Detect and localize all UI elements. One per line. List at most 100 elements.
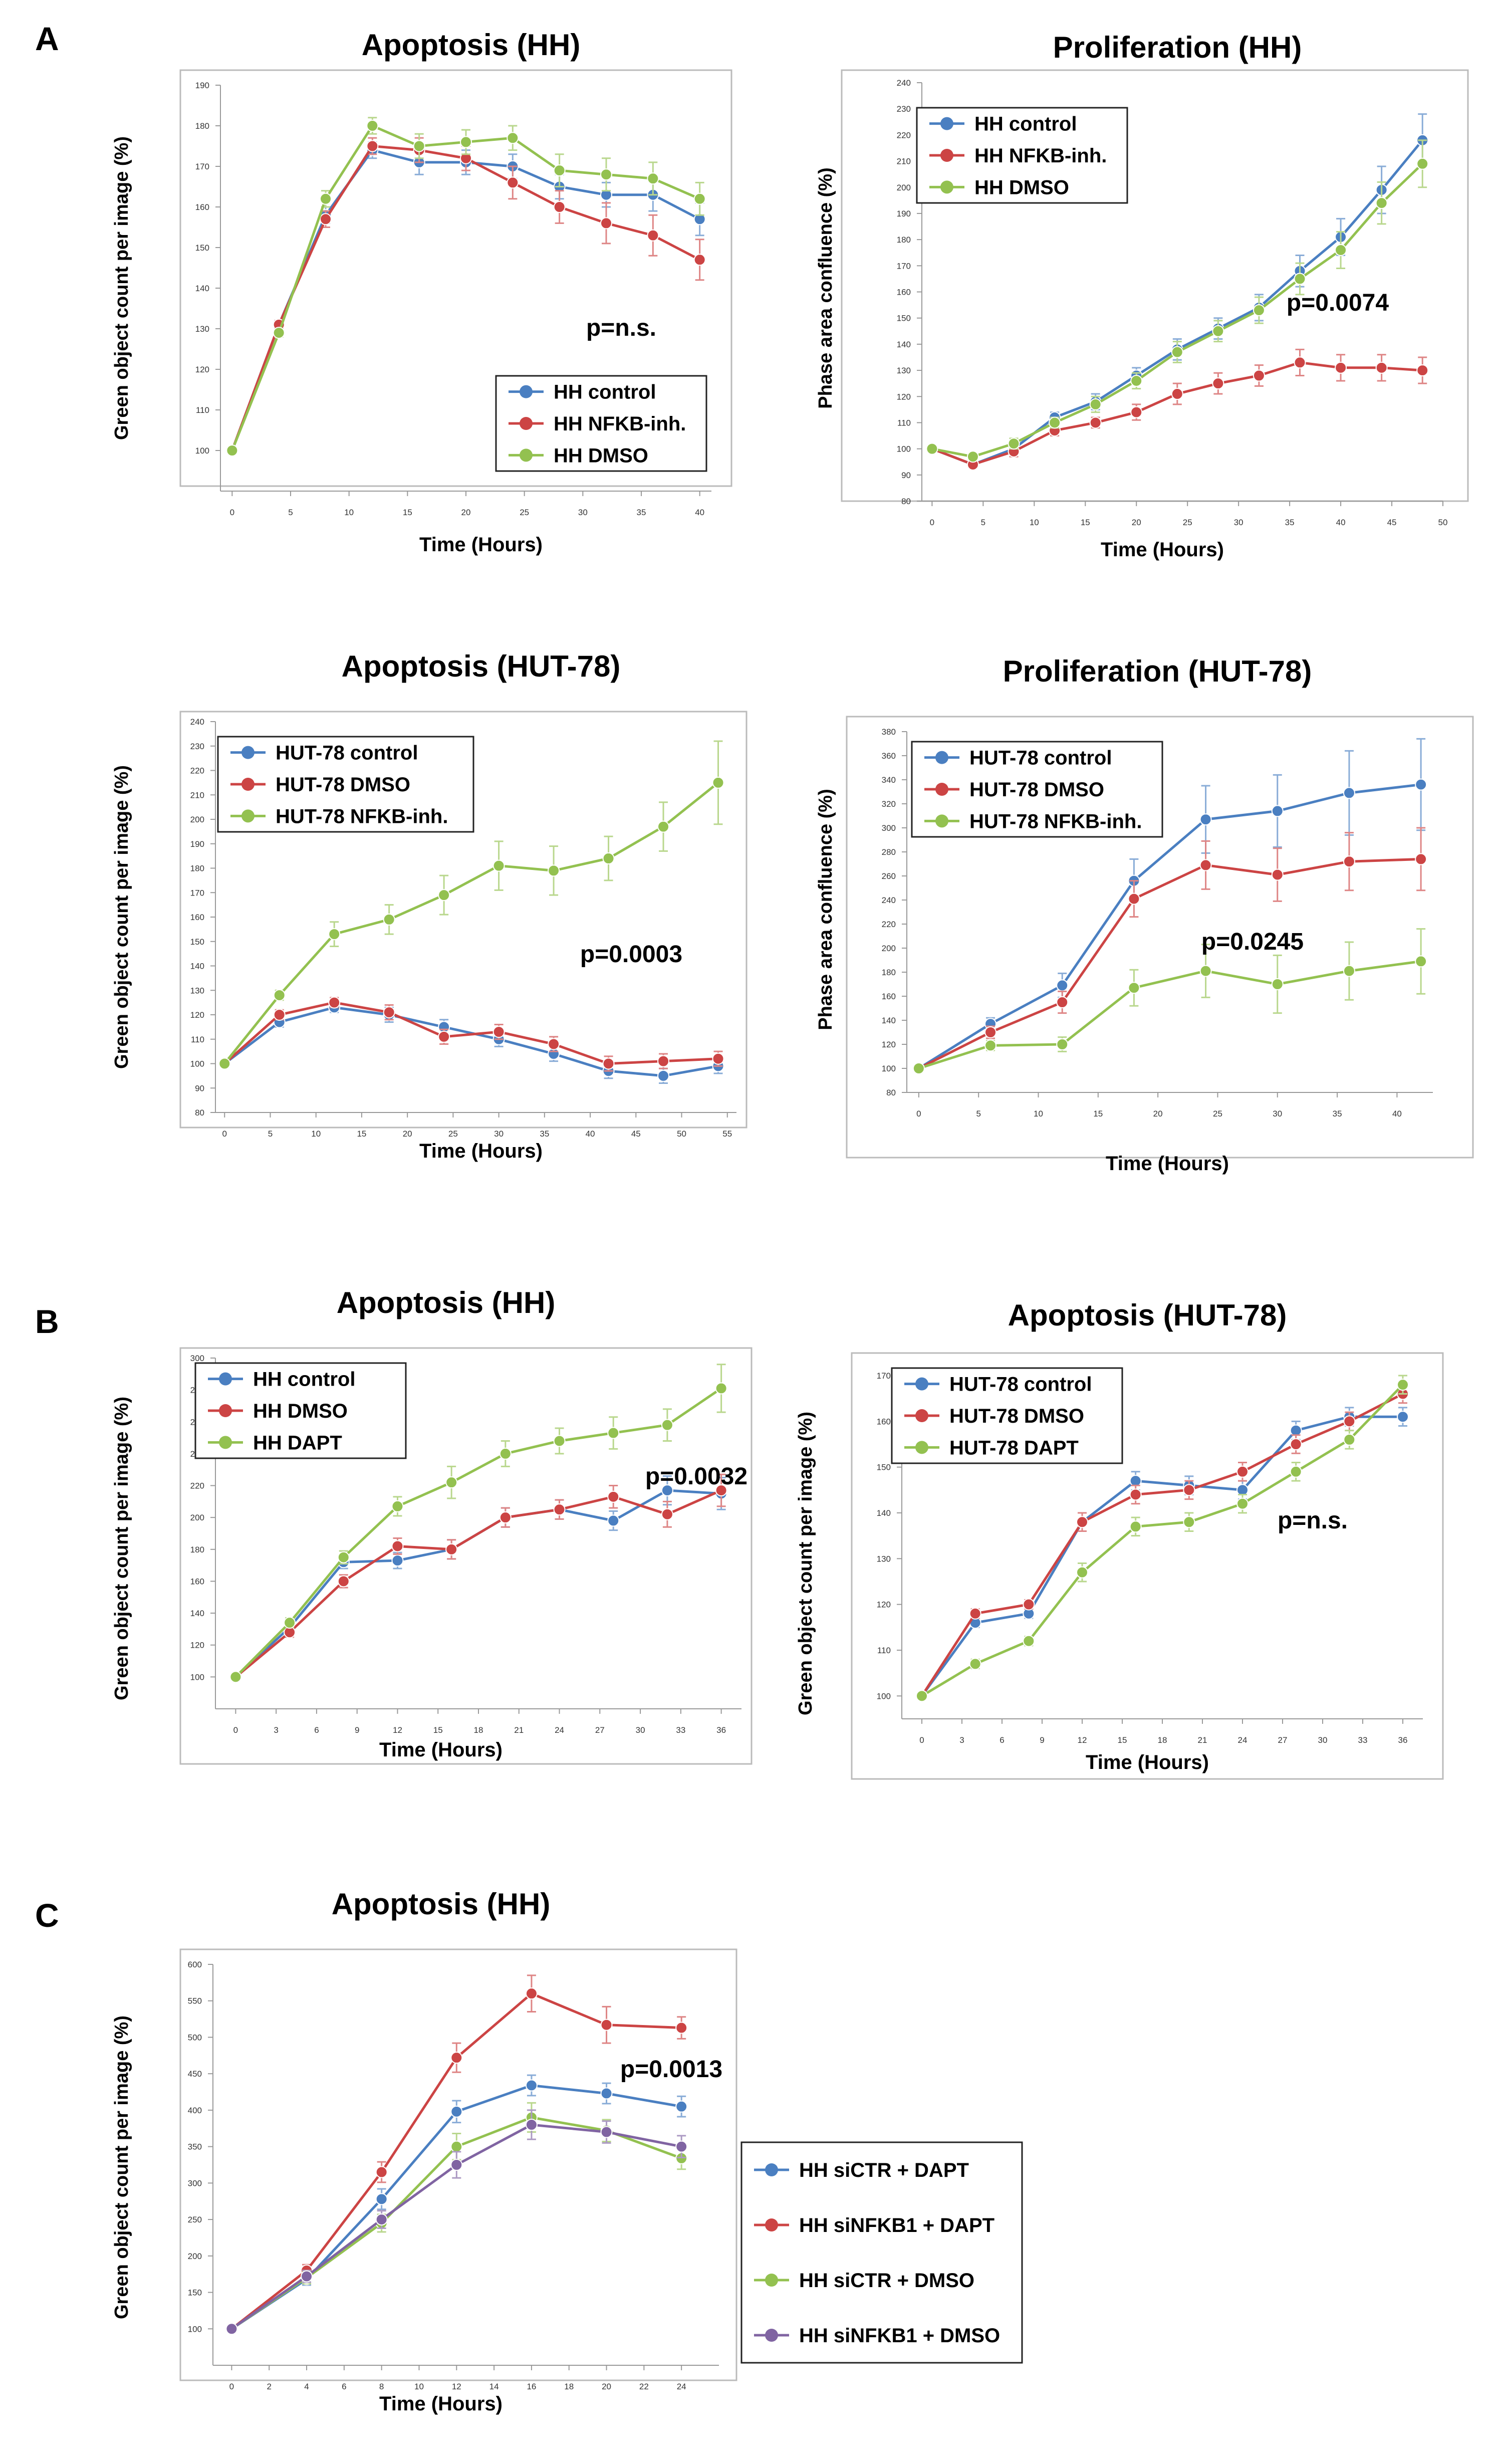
x-tick-label: 24 — [555, 1725, 564, 1735]
x-tick-label: 10 — [1034, 1109, 1043, 1118]
data-point — [607, 1490, 620, 1503]
p-value-annotation: p=0.0013 — [620, 2056, 722, 2083]
data-point — [715, 1382, 727, 1395]
y-tick-label: 190 — [190, 839, 204, 849]
data-point — [229, 1671, 242, 1683]
data-point — [693, 192, 706, 205]
data-point — [602, 1057, 615, 1070]
x-tick-label: 10 — [311, 1129, 321, 1139]
data-point — [391, 1500, 404, 1512]
y-axis-label: Green object count per image (%) — [111, 2015, 132, 2319]
data-point — [1271, 978, 1284, 990]
x-tick-label: 22 — [639, 2382, 649, 2391]
legend-marker — [520, 449, 533, 462]
legend: HH control HH NFKB-inh. HH DMSO — [916, 107, 1128, 204]
x-tick-label: 9 — [355, 1725, 359, 1735]
data-point — [647, 172, 659, 185]
y-tick-label: 150 — [195, 243, 209, 253]
legend: HUT-78 control HUT-78 DMSO HUT-78 DAPT — [891, 1367, 1123, 1464]
series-green — [226, 117, 706, 457]
y-tick-label: 160 — [877, 1417, 891, 1426]
data-point — [1415, 955, 1427, 968]
series-red — [218, 996, 724, 1072]
chart-frame — [846, 716, 1474, 1159]
x-axis-label: Time (Hours) — [1086, 1751, 1209, 1773]
legend-marker — [520, 417, 533, 430]
x-tick-label: 25 — [448, 1129, 458, 1139]
data-point — [284, 1617, 296, 1629]
series-green — [229, 1364, 727, 1683]
y-tick-label: 210 — [897, 157, 911, 166]
legend-marker — [219, 1404, 232, 1417]
chart-frame — [179, 711, 747, 1129]
y-tick-label: 110 — [196, 405, 209, 415]
series-green — [926, 139, 1429, 463]
y-tick-label: 190 — [897, 209, 911, 218]
y-tick-label: 100 — [897, 444, 911, 454]
data-point — [1129, 1520, 1142, 1533]
x-tick-label: 30 — [578, 508, 588, 517]
data-point — [273, 327, 285, 339]
data-point — [450, 2140, 463, 2153]
x-tick-label: 20 — [1132, 518, 1141, 527]
series-line — [234, 1387, 722, 1678]
data-point — [926, 442, 938, 455]
data-point — [499, 1447, 512, 1460]
legend: HUT-78 control HUT-78 DMSO HUT-78 NFKB-inh… — [911, 741, 1163, 838]
legend-label: HUT-78 DMSO — [276, 774, 410, 796]
data-point — [375, 2193, 388, 2205]
chart-6: Apoptosis (HUT-78)0 3 6 9 12 15 18 21 24 27 30 33 36… — [795, 1298, 1444, 1780]
data-point — [391, 1540, 404, 1552]
y-tick-label: 140 — [195, 284, 209, 293]
y-tick-label: 80 — [195, 1108, 204, 1117]
data-point — [1236, 1465, 1249, 1478]
x-tick-label: 33 — [1358, 1735, 1368, 1745]
x-tick-label: 35 — [1285, 518, 1295, 527]
y-tick-label: 110 — [897, 418, 911, 427]
x-tick-label: 12 — [1078, 1735, 1087, 1745]
data-point — [1253, 369, 1265, 382]
data-point — [507, 176, 519, 189]
data-point — [1343, 1415, 1356, 1428]
series-line — [223, 781, 719, 1065]
data-point — [525, 1987, 538, 2000]
data-point — [657, 820, 670, 833]
x-tick-label: 18 — [564, 2382, 574, 2391]
legend-label: HH DMSO — [253, 1400, 348, 1422]
legend-box — [740, 2141, 1023, 2364]
x-tick-label: 18 — [1158, 1735, 1167, 1745]
data-point — [273, 989, 286, 1001]
data-point — [450, 2105, 463, 2118]
series-green — [218, 740, 724, 1070]
y-tick-label: 100 — [195, 446, 209, 456]
x-tick-label: 30 — [636, 1725, 645, 1735]
chart-title: Apoptosis (HUT-78) — [342, 649, 621, 683]
y-tick-label: 160 — [195, 202, 209, 212]
x-tick-label: 40 — [695, 508, 704, 517]
p-value-annotation: p=0.0032 — [645, 1463, 747, 1490]
x-tick-label: 20 — [461, 508, 471, 517]
y-tick-label: 130 — [195, 324, 209, 334]
data-point — [1023, 1598, 1035, 1611]
series-line — [223, 1001, 718, 1065]
x-tick-label: 21 — [514, 1725, 524, 1735]
x-tick-label: 12 — [393, 1725, 402, 1735]
legend-label: HH siNFKB1 + DAPT — [799, 2214, 994, 2236]
y-tick-label: 500 — [188, 2033, 202, 2042]
y-axis-label: Green object count per image (%) — [111, 1397, 132, 1700]
y-tick-label: 180 — [190, 864, 204, 873]
data-point — [602, 852, 615, 864]
y-tick-label: 120 — [882, 1040, 896, 1049]
data-point — [1343, 787, 1355, 799]
data-point — [1199, 859, 1212, 871]
data-point — [1128, 892, 1140, 905]
x-axis-label: Time (Hours) — [379, 2393, 503, 2415]
data-point — [1294, 356, 1306, 369]
x-tick-label: 15 — [403, 508, 412, 517]
series-blue — [225, 2074, 688, 2335]
data-point — [1089, 398, 1102, 410]
y-tick-label: 450 — [188, 2069, 202, 2079]
legend-marker — [915, 1377, 928, 1391]
chart-title: Apoptosis (HH) — [332, 1887, 551, 1921]
y-tick-label: 170 — [897, 261, 911, 271]
